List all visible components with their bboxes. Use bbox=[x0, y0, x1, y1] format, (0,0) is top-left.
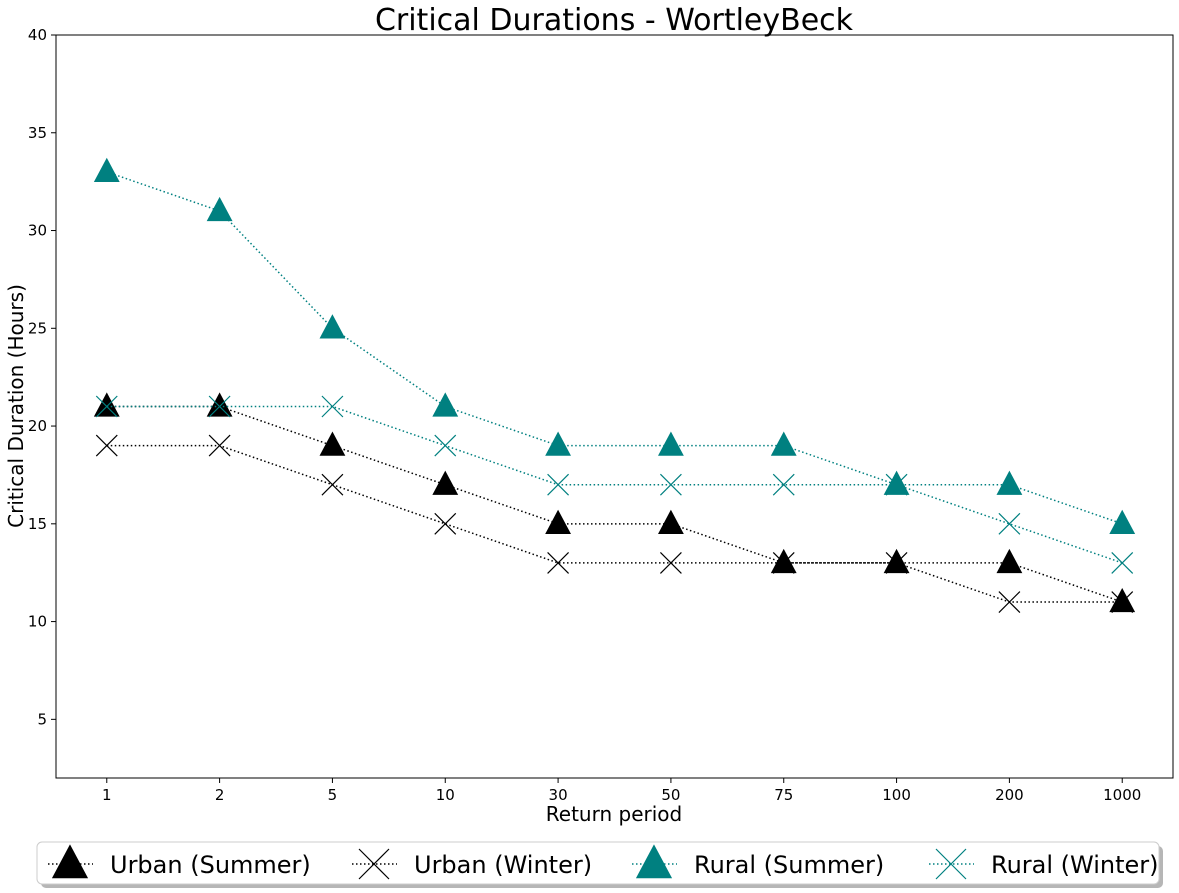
data-point bbox=[658, 509, 684, 534]
y-tick-label: 35 bbox=[28, 124, 47, 142]
x-axis-label: Return period bbox=[546, 802, 682, 826]
x-tick-label: 10 bbox=[436, 786, 455, 804]
data-point bbox=[319, 314, 346, 339]
x-tick-label: 200 bbox=[995, 786, 1024, 804]
y-tick-label: 40 bbox=[28, 26, 47, 44]
data-point bbox=[545, 509, 571, 534]
data-point bbox=[1111, 551, 1134, 574]
legend-marker bbox=[935, 848, 967, 880]
data-point bbox=[321, 473, 344, 496]
data-point bbox=[658, 431, 684, 456]
data-point bbox=[772, 551, 795, 574]
data-point bbox=[1111, 591, 1134, 613]
data-point bbox=[885, 473, 908, 496]
data-point bbox=[998, 512, 1021, 535]
legend-item: Rural (Winter) bbox=[929, 848, 1159, 880]
legend-label: Rural (Winter) bbox=[991, 851, 1159, 879]
data-point bbox=[434, 512, 457, 535]
data-point bbox=[770, 431, 797, 456]
legend-items: Urban (Summer) Urban (Winter) Rural (Summe… bbox=[48, 844, 1159, 880]
legend-item: Urban (Summer) bbox=[48, 844, 311, 879]
data-point bbox=[659, 551, 682, 574]
y-tick-label: 10 bbox=[28, 613, 47, 631]
data-point bbox=[434, 434, 457, 457]
data-point bbox=[206, 196, 233, 222]
legend-label: Rural (Summer) bbox=[694, 851, 884, 879]
series-1 bbox=[95, 434, 1134, 613]
data-point bbox=[996, 470, 1023, 495]
data-point bbox=[206, 392, 233, 417]
data-point bbox=[547, 473, 570, 496]
data-point bbox=[996, 548, 1023, 574]
data-point bbox=[93, 392, 120, 417]
data-point bbox=[1109, 587, 1136, 613]
x-tick-label: 100 bbox=[882, 786, 911, 804]
data-point bbox=[321, 395, 344, 418]
series-line bbox=[106, 444, 1123, 603]
legend-item: Rural (Summer) bbox=[632, 844, 884, 879]
data-point bbox=[95, 395, 118, 418]
data-point bbox=[545, 431, 571, 456]
x-tick-label: 5 bbox=[328, 786, 338, 804]
x-tick-label: 75 bbox=[774, 786, 793, 804]
series-2 bbox=[93, 157, 1136, 534]
data-point bbox=[883, 470, 910, 495]
data-point bbox=[432, 470, 459, 495]
data-point bbox=[883, 548, 910, 574]
legend-marker bbox=[51, 844, 89, 879]
series-line bbox=[106, 171, 1123, 525]
series-0 bbox=[93, 392, 1136, 613]
series-line bbox=[106, 405, 1123, 603]
legend-item: Urban (Winter) bbox=[352, 848, 592, 880]
data-point bbox=[659, 473, 682, 496]
legend-label: Urban (Summer) bbox=[110, 851, 311, 879]
y-axis-label: Critical Duration (Hours) bbox=[4, 284, 28, 528]
data-point bbox=[1109, 509, 1136, 534]
x-tick-label: 2 bbox=[215, 786, 225, 804]
chart-title: Critical Durations - WortleyBeck bbox=[375, 3, 854, 38]
x-tick-label: 1000 bbox=[1103, 786, 1141, 804]
data-point bbox=[319, 431, 346, 456]
legend-marker bbox=[358, 848, 390, 880]
y-tick-label: 30 bbox=[28, 222, 47, 240]
data-point bbox=[547, 551, 570, 574]
data-point bbox=[93, 157, 120, 183]
y-tick-label: 15 bbox=[28, 515, 47, 533]
plot-area bbox=[93, 157, 1136, 613]
plot-frame bbox=[55, 34, 1174, 779]
legend-label: Urban (Winter) bbox=[414, 851, 592, 879]
data-point bbox=[208, 395, 231, 418]
data-point bbox=[208, 434, 231, 457]
data-point bbox=[95, 434, 118, 457]
y-tick-label: 20 bbox=[28, 417, 47, 435]
legend: Urban (Summer) Urban (Winter) Rural (Summe… bbox=[36, 841, 1163, 888]
legend-box bbox=[36, 841, 1160, 885]
x-tick-label: 50 bbox=[661, 786, 680, 804]
series-3 bbox=[95, 395, 1134, 574]
x-tick-label: 30 bbox=[549, 786, 568, 804]
legend-marker bbox=[635, 844, 673, 879]
data-point bbox=[772, 473, 795, 496]
series-line bbox=[106, 405, 1123, 564]
data-point bbox=[885, 551, 908, 574]
data-point bbox=[432, 392, 459, 417]
data-point bbox=[998, 591, 1021, 613]
x-tick-label: 1 bbox=[102, 786, 112, 804]
y-tick-label: 25 bbox=[28, 319, 47, 337]
y-axis-ticks: 5 10 15 20 25 30 35 40 bbox=[28, 26, 56, 728]
y-tick-label: 5 bbox=[37, 710, 47, 728]
data-point bbox=[770, 548, 797, 574]
x-axis-ticks: 1 2 5 10 30 50 75 100 200 1000 bbox=[102, 778, 1141, 804]
